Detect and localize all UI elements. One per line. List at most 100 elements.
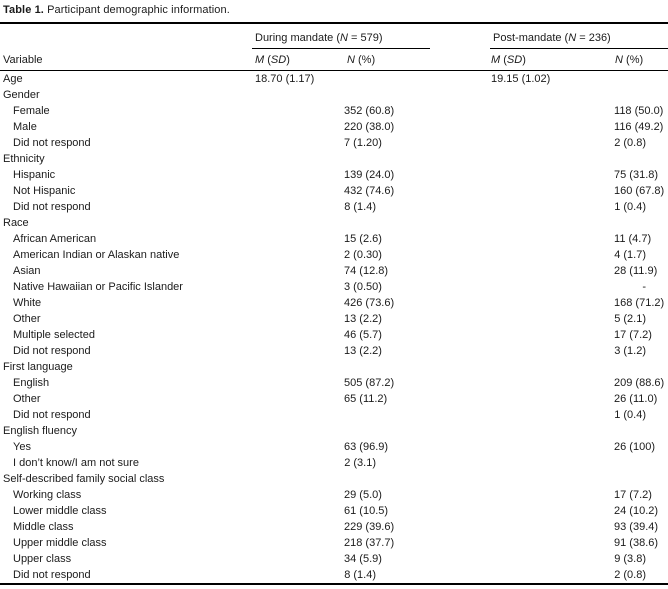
post-m-sd-value xyxy=(490,487,614,503)
table-row: Yes 63 (96.9) 26 (100) xyxy=(0,439,668,455)
post-m-sd-column-header: M (SD) xyxy=(490,48,615,71)
post-n-pct-value: 75 (31.8) xyxy=(614,168,659,181)
post-n-pct-value: 26 (100) xyxy=(614,440,655,453)
during-n-pct-value: 2 (0.30) xyxy=(344,248,382,261)
variable-label: African American xyxy=(13,232,97,245)
table-row: American Indian or Alaskan native 2 (0.30… xyxy=(0,247,668,263)
during-n-pct-value: 13 (2.2) xyxy=(344,312,382,325)
during-n-pct-value: 432 (74.6) xyxy=(344,184,395,197)
during-n-pct-value: 15 (2.6) xyxy=(344,232,382,245)
table-caption-number: Table 1. xyxy=(3,4,44,16)
column-gutter xyxy=(430,199,490,215)
variable-label: Native Hawaiian or Pacific Islander xyxy=(13,280,183,293)
post-m-sd-value xyxy=(490,455,614,471)
column-gutter xyxy=(430,215,490,231)
during-n-pct-value: 218 (37.7) xyxy=(344,536,395,549)
during-n-pct-value: 29 (5.0) xyxy=(344,488,382,501)
post-n-pct-value: 3 (1.2) xyxy=(614,344,647,357)
section-row: English fluency xyxy=(0,423,668,439)
table-row: Working class 29 (5.0) 17 (7.2) xyxy=(0,487,668,503)
during-n-pct-value: 220 (38.0) xyxy=(344,120,395,133)
table-row: Not Hispanic 432 (74.6) 160 (67.8) xyxy=(0,183,668,199)
column-gutter xyxy=(430,119,490,135)
post-n-pct-value xyxy=(614,87,668,103)
column-gutter xyxy=(430,519,490,535)
post-n-pct-value: 93 (39.4) xyxy=(614,520,659,533)
variable-label: Other xyxy=(13,312,41,325)
table-header: During mandate (N = 579) Post-mandate (N… xyxy=(0,23,668,71)
post-m-sd-value xyxy=(490,551,614,567)
during-m-sd-value xyxy=(252,295,344,311)
column-gutter xyxy=(430,359,490,375)
during-n-pct-value xyxy=(344,70,430,87)
table-row: White 426 (73.6) 168 (71.2) xyxy=(0,295,668,311)
during-m-sd-value xyxy=(252,375,344,391)
post-n-pct-value xyxy=(614,215,668,231)
post-m-sd-value xyxy=(490,151,614,167)
column-gutter xyxy=(430,391,490,407)
during-n-pct-value xyxy=(344,215,430,231)
variable-label: Female xyxy=(13,104,50,117)
table-row: Asian 74 (12.8) 28 (11.9) xyxy=(0,263,668,279)
post-n-pct-column-header: N (%) xyxy=(614,48,668,71)
post-m-sd-value xyxy=(490,279,614,295)
post-n-pct-value: 9 (3.8) xyxy=(614,552,647,565)
variable-label: Did not respond xyxy=(13,136,91,149)
demographics-table: During mandate (N = 579) Post-mandate (N… xyxy=(0,22,668,585)
variable-label: I don’t know/I am not sure xyxy=(13,456,139,469)
post-n-pct-value: 17 (7.2) xyxy=(614,488,652,501)
during-n-pct-value: 46 (5.7) xyxy=(344,328,382,341)
post-m-sd-value xyxy=(490,247,614,263)
table-row: Native Hawaiian or Pacific Islander 3 (0.… xyxy=(0,279,668,295)
table-row: African American 15 (2.6) 11 (4.7) xyxy=(0,231,668,247)
column-gutter xyxy=(430,263,490,279)
post-n-pct-value: 209 (88.6) xyxy=(614,376,665,389)
table-row: Did not respond 13 (2.2) 3 (1.2) xyxy=(0,343,668,359)
table-row: Male 220 (38.0) 116 (49.2) xyxy=(0,119,668,135)
during-n-pct-value: 3 (0.50) xyxy=(344,280,382,293)
column-gutter xyxy=(430,327,490,343)
post-n-pct-value: 1 (0.4) xyxy=(614,200,647,213)
post-n-pct-value: 5 (2.1) xyxy=(614,312,647,325)
post-n-pct-value: 91 (38.6) xyxy=(614,536,659,549)
table-row: Hispanic 139 (24.0) 75 (31.8) xyxy=(0,167,668,183)
table-row: Did not respond 8 (1.4) 2 (0.8) xyxy=(0,567,668,584)
during-m-sd-value xyxy=(252,423,344,439)
post-m-sd-value xyxy=(490,263,614,279)
during-m-sd-value xyxy=(252,519,344,535)
during-m-sd-value xyxy=(252,135,344,151)
post-m-sd-value xyxy=(490,471,614,487)
variable-label: White xyxy=(13,296,42,309)
post-m-sd-value xyxy=(490,391,614,407)
post-m-sd-value xyxy=(490,567,614,584)
during-n-pct-value: 34 (5.9) xyxy=(344,552,382,565)
column-gutter xyxy=(430,439,490,455)
post-m-sd-value xyxy=(490,503,614,519)
table-row: Middle class 229 (39.6) 93 (39.4) xyxy=(0,519,668,535)
variable-label: Age xyxy=(3,72,23,85)
during-m-sd-value xyxy=(252,199,344,215)
variable-label: Other xyxy=(13,392,41,405)
during-n-pct-value xyxy=(344,359,430,375)
column-gutter xyxy=(430,295,490,311)
variable-label: Did not respond xyxy=(13,408,91,421)
variable-label: Hispanic xyxy=(13,168,56,181)
during-n-pct-value xyxy=(344,87,430,103)
post-n-pct-value: 4 (1.7) xyxy=(614,248,647,261)
post-m-sd-value xyxy=(490,439,614,455)
during-m-sd-value xyxy=(252,215,344,231)
during-n-pct-value: 505 (87.2) xyxy=(344,376,395,389)
column-gutter xyxy=(430,231,490,247)
variable-section-label: Gender xyxy=(3,88,40,101)
variable-label: Asian xyxy=(13,264,41,277)
italic-n: N xyxy=(568,31,577,44)
table-row: Did not respond 8 (1.4) 1 (0.4) xyxy=(0,199,668,215)
post-m-sd-value xyxy=(490,375,614,391)
post-m-sd-value xyxy=(490,167,614,183)
post-m-sd-value xyxy=(490,423,614,439)
post-n-pct-value: 116 (49.2) xyxy=(614,120,664,133)
during-m-sd-value xyxy=(252,439,344,455)
variable-label: Upper middle class xyxy=(13,536,107,549)
table-row: Other 13 (2.2) 5 (2.1) xyxy=(0,311,668,327)
column-gutter xyxy=(430,311,490,327)
